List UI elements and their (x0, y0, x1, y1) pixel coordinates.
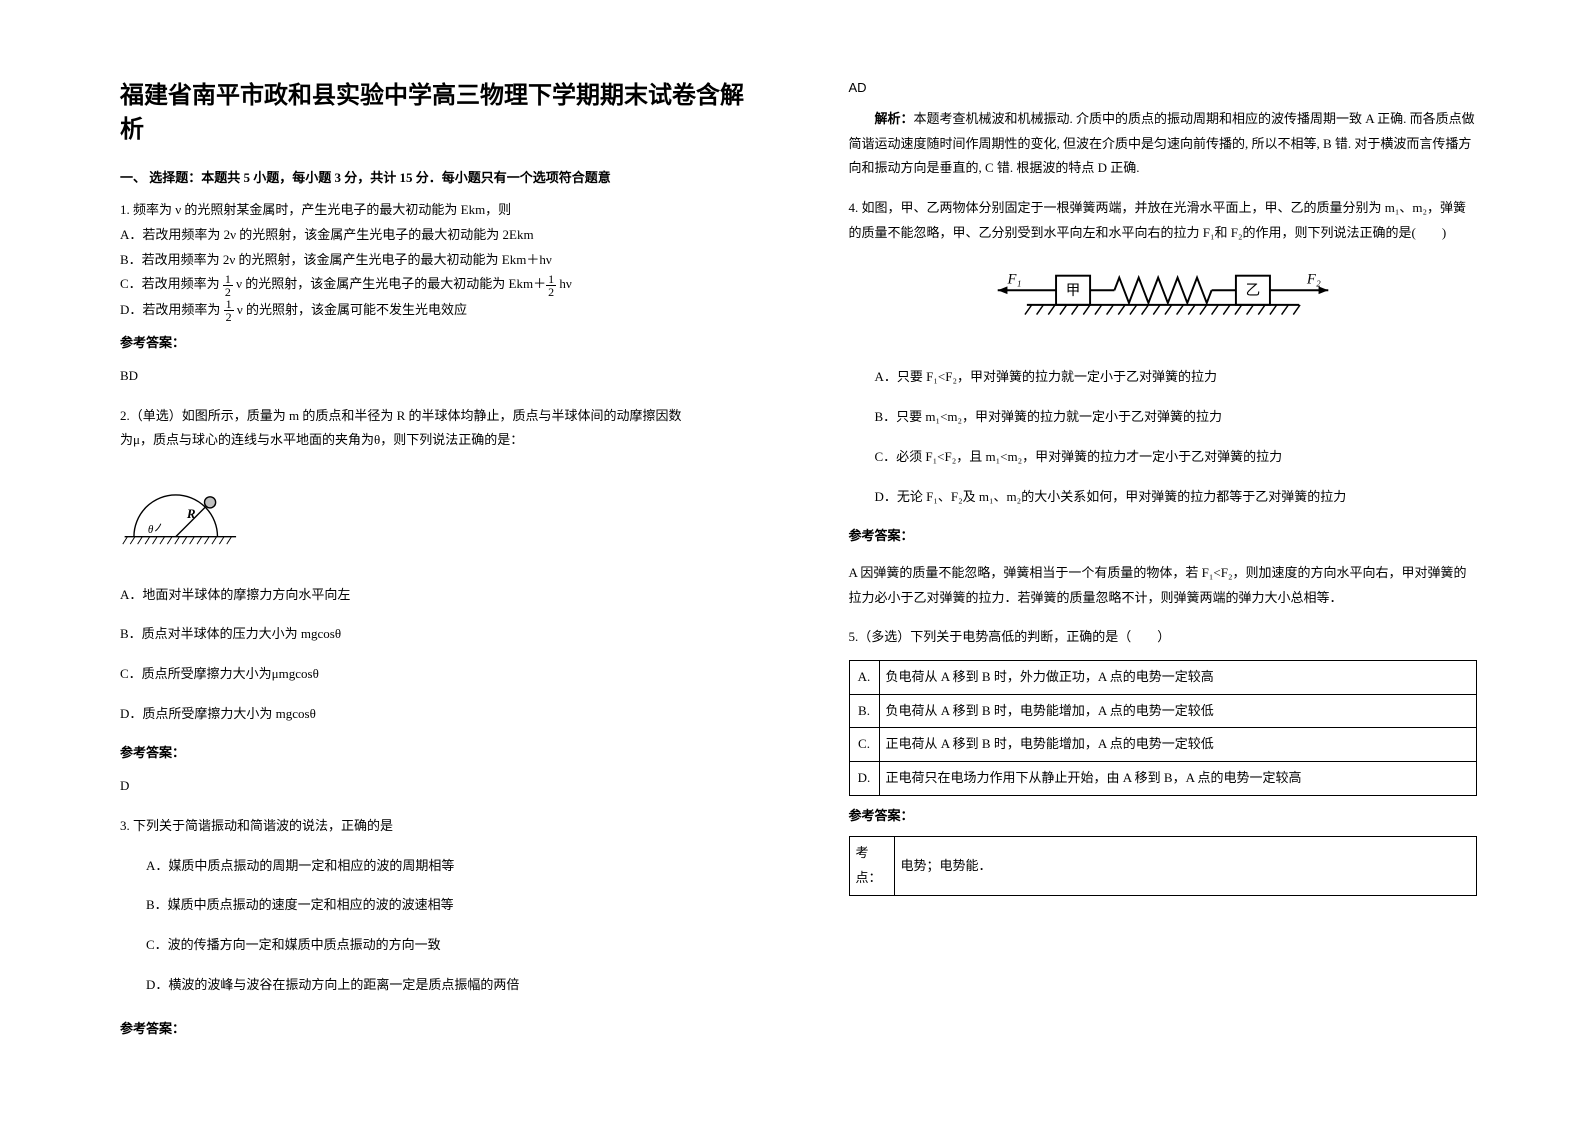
q3-explain-label: 解析： (875, 111, 914, 126)
q3-option-a: A．媒质中质点振动的周期一定和相应的波的周期相等 (120, 854, 749, 879)
q2-answer: D (120, 774, 749, 799)
question-1: 1. 频率为 ν 的光照射某金属时，产生光电子的最大初动能为 Ekm，则 A．若… (120, 198, 749, 388)
svg-text:θ: θ (148, 524, 154, 536)
question-2: 2.（单选）如图所示，质量为 m 的质点和半径为 R 的半球体均静止，质点与半球… (120, 404, 749, 799)
table-row: A. 负电荷从 A 移到 B 时，外力做正功，A 点的电势一定较高 (849, 660, 1477, 694)
q2-option-b: B．质点对半球体的压力大小为 mgcosθ (120, 622, 749, 647)
q1-answer-label: 参考答案： (120, 331, 749, 356)
question-4: 4. 如图，甲、乙两物体分别固定于一根弹簧两端，并放在光滑水平面上，甲、乙的质量… (849, 196, 1478, 610)
q4-option-b: B．只要 m₁<m₂，甲对弹簧的拉力就一定小于乙对弹簧的拉力 (849, 405, 1478, 430)
q2-option-d: D．质点所受摩擦力大小为 mgcosθ (120, 702, 749, 727)
q3-option-c: C．波的传播方向一定和媒质中质点振动的方向一致 (120, 933, 749, 958)
q2-option-c: C．质点所受摩擦力大小为μmgcosθ (120, 662, 749, 687)
fraction-half-2: 12 (546, 273, 556, 298)
q3-option-b: B．媒质中质点振动的速度一定和相应的波的波速相等 (120, 893, 749, 918)
document-title: 福建省南平市政和县实验中学高三物理下学期期末试卷含解析 (120, 80, 749, 147)
question-3: 3. 下列关于简谐振动和简谐波的说法，正确的是 A．媒质中质点振动的周期一定和相… (120, 814, 749, 1042)
q5-row-c-text: 正电荷从 A 移到 B 时，电势能增加，A 点的电势一定较低 (879, 728, 1477, 762)
q5-answer-label: 参考答案： (849, 804, 1478, 829)
q2-stem-line2: 为μ，质点与球心的连线与水平地面的夹角为θ，则下列说法正确的是： (120, 428, 749, 453)
fraction-half-1: 12 (223, 273, 233, 298)
svg-text:R: R (186, 506, 196, 521)
q5-row-a-label: A. (849, 660, 879, 694)
table-row: D. 正电荷只在电场力作用下从静止开始，由 A 移到 B，A 点的电势一定较高 (849, 762, 1477, 796)
label-jia: 甲 (1066, 284, 1081, 300)
label-f1: F₁ (1006, 272, 1021, 288)
q3-answer-value: AD (849, 80, 1478, 95)
q3-option-d: D．横波的波峰与波谷在振动方向上的距离一定是质点振幅的两倍 (120, 973, 749, 998)
q1-answer: BD (120, 364, 749, 389)
q1-option-b: B．若改用频率为 2ν 的光照射，该金属产生光电子的最大初动能为 Ekm＋hν (120, 248, 749, 273)
fraction-half-3: 12 (224, 298, 234, 323)
q5-row-d-text: 正电荷只在电场力作用下从静止开始，由 A 移到 B，A 点的电势一定较高 (879, 762, 1477, 796)
left-column: 福建省南平市政和县实验中学高三物理下学期期末试卷含解析 一、 选择题：本题共 5… (100, 80, 799, 1082)
spring-diagram: F₁ 甲 乙 F₂ (988, 265, 1338, 335)
q3-stem: 3. 下列关于简谐振动和简谐波的说法，正确的是 (120, 814, 749, 839)
hemisphere-diagram: R θ (120, 471, 250, 556)
table-row: 考点： 电势；电势能． (849, 837, 1477, 895)
q5-kaodian-table: 考点： 电势；电势能． (849, 836, 1478, 895)
q5-row-c-label: C. (849, 728, 879, 762)
q4-option-a: A．只要 F₁<F₂，甲对弹簧的拉力就一定小于乙对弹簧的拉力 (849, 365, 1478, 390)
right-column: AD 解析：本题考查机械波和机械振动. 介质中的质点的振动周期和相应的波传播周期… (799, 80, 1498, 1082)
kaodian-text: 电势；电势能． (894, 837, 1477, 895)
q1-stem: 1. 频率为 ν 的光照射某金属时，产生光电子的最大初动能为 Ekm，则 (120, 198, 749, 223)
q4-option-d: D．无论 F₁、F₂及 m₁、m₂的大小关系如何，甲对弹簧的拉力都等于乙对弹簧的… (849, 485, 1478, 510)
section-1-header: 一、 选择题：本题共 5 小题，每小题 3 分，共计 15 分．每小题只有一个选… (120, 167, 749, 186)
kaodian-label: 考点： (849, 837, 894, 895)
q1-option-a: A．若改用频率为 2ν 的光照射，该金属产生光电子的最大初动能为 2Ekm (120, 223, 749, 248)
table-row: B. 负电荷从 A 移到 B 时，电势能增加，A 点的电势一定较低 (849, 694, 1477, 728)
q2-stem-line1: 2.（单选）如图所示，质量为 m 的质点和半径为 R 的半球体均静止，质点与半球… (120, 404, 749, 429)
q5-row-a-text: 负电荷从 A 移到 B 时，外力做正功，A 点的电势一定较高 (879, 660, 1477, 694)
label-yi: 乙 (1245, 284, 1260, 300)
q5-stem: 5.（多选）下列关于电势高低的判断，正确的是（ ） (849, 625, 1478, 650)
q5-row-b-text: 负电荷从 A 移到 B 时，电势能增加，A 点的电势一定较低 (879, 694, 1477, 728)
q1-option-d: D．若改用频率为 12 ν 的光照射，该金属可能不发生光电效应 (120, 298, 749, 324)
q4-option-c: C．必须 F₁<F₂，且 m₁<m₂，甲对弹簧的拉力才一定小于乙对弹簧的拉力 (849, 445, 1478, 470)
question-5: 5.（多选）下列关于电势高低的判断，正确的是（ ） A. 负电荷从 A 移到 B… (849, 625, 1478, 896)
q4-answer-label: 参考答案： (849, 524, 1478, 549)
q1-option-c: C．若改用频率为 12 ν 的光照射，该金属产生光电子的最大初动能为 Ekm＋1… (120, 272, 749, 298)
label-f2: F₂ (1306, 272, 1321, 288)
table-row: C. 正电荷从 A 移到 B 时，电势能增加，A 点的电势一定较低 (849, 728, 1477, 762)
q3-answer-label: 参考答案： (120, 1017, 749, 1042)
q2-option-a: A．地面对半球体的摩擦力方向水平向左 (120, 583, 749, 608)
q4-stem: 4. 如图，甲、乙两物体分别固定于一根弹簧两端，并放在光滑水平面上，甲、乙的质量… (849, 196, 1478, 245)
q2-answer-label: 参考答案： (120, 741, 749, 766)
q5-row-d-label: D. (849, 762, 879, 796)
q5-options-table: A. 负电荷从 A 移到 B 时，外力做正功，A 点的电势一定较高 B. 负电荷… (849, 660, 1478, 796)
q4-explanation: A 因弹簧的质量不能忽略，弹簧相当于一个有质量的物体，若 F₁<F₂，则加速度的… (849, 561, 1478, 610)
q3-explanation: 解析：本题考查机械波和机械振动. 介质中的质点的振动周期和相应的波传播周期一致 … (849, 107, 1478, 181)
q5-row-b-label: B. (849, 694, 879, 728)
q3-explain-text: 本题考查机械波和机械振动. 介质中的质点的振动周期和相应的波传播周期一致 A 正… (849, 111, 1475, 175)
